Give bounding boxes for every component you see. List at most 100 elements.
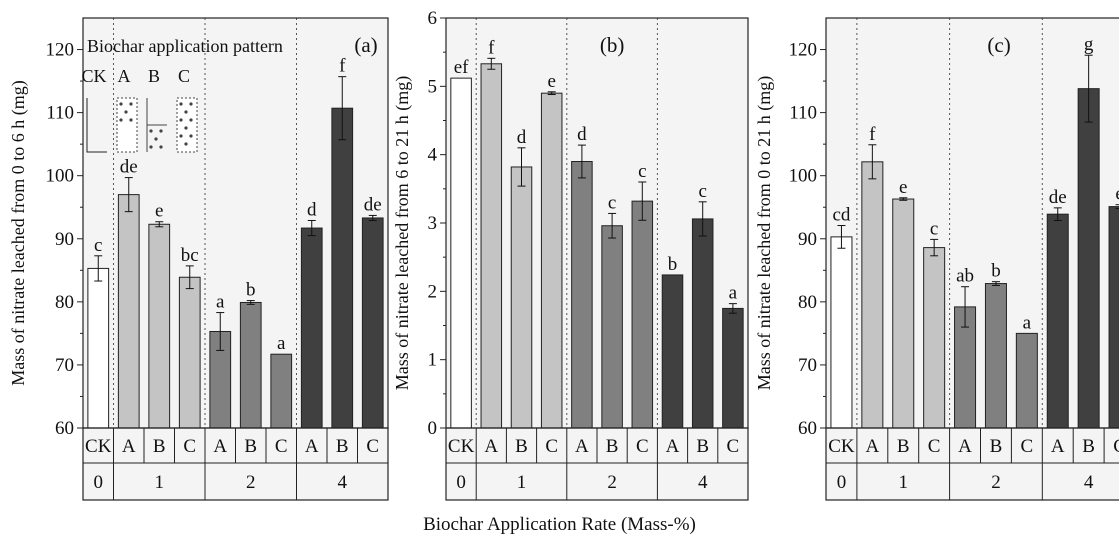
significance-letter: a <box>729 283 738 304</box>
pattern-legend: Biochar application pattern CK A B C <box>81 36 283 153</box>
significance-letter: f <box>869 124 876 145</box>
legend-dot <box>119 118 123 122</box>
y-tick-label: 100 <box>789 166 818 187</box>
category-tick-label: C <box>1021 436 1034 457</box>
y-tick-label: 100 <box>46 166 75 187</box>
category-tick-label: C <box>275 436 288 457</box>
category-tick-label: B <box>606 436 619 457</box>
category-tick-label: A <box>666 436 680 457</box>
y-tick-label: 80 <box>798 292 817 313</box>
significance-letter: ab <box>956 266 974 287</box>
significance-letter: a <box>277 333 286 354</box>
bar <box>722 307 744 429</box>
rate-group-label: 0 <box>94 472 104 493</box>
bar <box>984 283 1007 429</box>
significance-letter: e <box>1115 184 1119 205</box>
bar <box>87 267 110 429</box>
category-tick-label: C <box>183 436 196 457</box>
bar <box>178 276 201 429</box>
bar <box>601 225 623 429</box>
rate-group-label: 0 <box>456 472 466 493</box>
category-tick-label: CK <box>448 436 475 457</box>
bar <box>148 223 171 429</box>
legend-dot <box>184 110 188 114</box>
rate-group-label: 1 <box>899 472 909 493</box>
y-tick-label: 110 <box>46 103 74 124</box>
significance-letter: de <box>120 157 138 178</box>
category-tick-label: A <box>958 436 972 457</box>
y-tick-label: 60 <box>798 418 817 439</box>
rate-group-label: 0 <box>837 472 847 493</box>
legend-dot <box>159 129 163 133</box>
category-tick-label: A <box>865 436 879 457</box>
significance-letter: f <box>339 56 346 77</box>
significance-letter: de <box>364 194 382 215</box>
y-tick-label: 3 <box>428 213 438 234</box>
significance-letter: cd <box>832 205 850 226</box>
panel-tag: (b) <box>600 33 625 57</box>
significance-letter: b <box>668 254 678 275</box>
category-tick-label: C <box>545 436 558 457</box>
legend-label: C <box>178 66 190 86</box>
y-tick-label: 70 <box>55 355 74 376</box>
significance-letter: d <box>307 199 317 220</box>
category-tick-label: A <box>213 436 227 457</box>
bar <box>861 161 884 429</box>
bar <box>1077 88 1100 429</box>
rate-group-label: 2 <box>991 472 1001 493</box>
y-tick-label: 2 <box>428 281 438 302</box>
table-frame <box>445 427 749 501</box>
legend-title: Biochar application pattern <box>87 36 283 56</box>
rate-group-label: 2 <box>246 472 256 493</box>
bar <box>1046 213 1069 429</box>
significance-letter: e <box>899 177 907 198</box>
significance-letter: c <box>638 161 646 182</box>
category-tick-label: B <box>990 436 1003 457</box>
legend-icon-c <box>176 97 198 153</box>
y-axis-title: Mass of nitrate leached from 0 to 6 h (m… <box>8 80 29 385</box>
bar <box>450 77 472 429</box>
category-tick-label: C <box>928 436 941 457</box>
legend-dot <box>149 129 153 133</box>
y-tick-label: 120 <box>46 40 75 61</box>
significance-letter: bc <box>181 245 199 266</box>
y-axis-title: Mass of nitrate leached from 0 to 21 h (… <box>754 76 775 390</box>
legend-dot <box>189 134 193 138</box>
legend-label: A <box>118 66 131 86</box>
legend-label: B <box>148 66 160 86</box>
table-frame <box>825 427 1119 501</box>
category-tick-label: A <box>305 436 319 457</box>
category-tick-label: B <box>897 436 910 457</box>
category-tick-label: B <box>1082 436 1095 457</box>
y-tick-label: 90 <box>55 229 74 250</box>
bar <box>540 92 563 429</box>
y-tick-label: 120 <box>789 40 818 61</box>
x-axis-title: Biochar Application Rate (Mass-%) <box>423 514 696 535</box>
significance-letter: e <box>155 201 163 222</box>
category-tick-label: A <box>484 436 498 457</box>
significance-letter: c <box>94 235 102 256</box>
category-tick-label: B <box>244 436 257 457</box>
y-tick-label: 1 <box>428 350 438 371</box>
bar <box>1015 332 1038 429</box>
panel-3: cdfecabbadegeCKABCABCABC0124607080901001… <box>754 17 1119 501</box>
significance-letter: a <box>1023 312 1032 333</box>
category-tick-label: C <box>366 436 379 457</box>
legend-dot <box>189 102 193 106</box>
significance-letter: c <box>608 192 616 213</box>
category-tick-label: C <box>1113 436 1119 457</box>
rate-group-label: 4 <box>338 472 348 493</box>
legend-icon-ck <box>86 98 107 153</box>
legend-dot <box>184 142 188 146</box>
rate-group-label: 4 <box>698 472 708 493</box>
significance-letter: de <box>1049 187 1067 208</box>
y-tick-label: 4 <box>428 145 438 166</box>
category-tick-label: CK <box>828 436 855 457</box>
bar <box>510 166 533 429</box>
bar <box>300 227 323 429</box>
y-tick-label: 60 <box>55 418 74 439</box>
significance-letter: g <box>1084 34 1094 55</box>
category-tick-label: CK <box>85 436 112 457</box>
legend-dot <box>184 126 188 130</box>
legend-icon-b <box>146 98 167 152</box>
